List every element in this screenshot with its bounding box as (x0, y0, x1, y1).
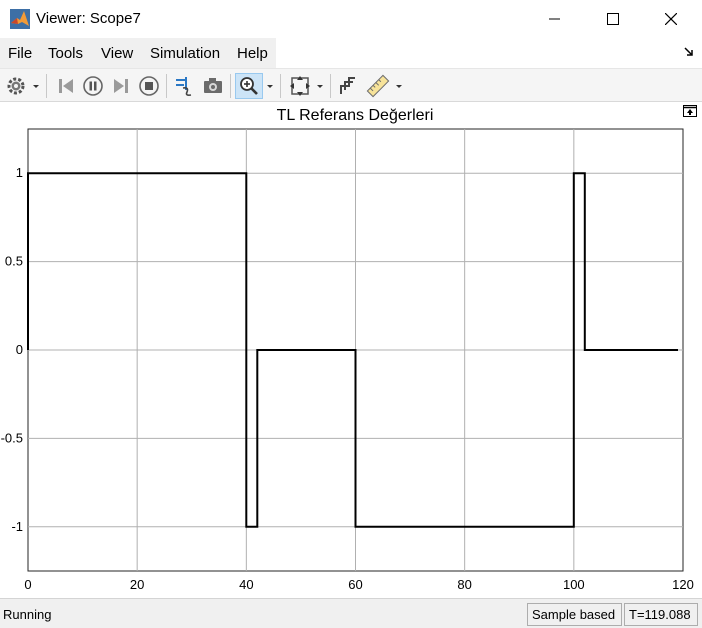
simulation-time: T=119.088 (624, 603, 698, 626)
configuration-button[interactable] (4, 73, 28, 99)
menu-help[interactable]: Help (237, 45, 268, 62)
highlight-block-button[interactable] (173, 73, 197, 99)
x-tick-label: 20 (130, 577, 144, 592)
x-tick-label: 0 (24, 577, 31, 592)
minimize-button[interactable] (532, 0, 578, 38)
toolbar (0, 68, 702, 102)
undock-arrow-icon[interactable] (684, 47, 694, 57)
y-tick-label: 0.5 (5, 254, 23, 269)
signal-trace (27, 172, 678, 528)
step-back-icon (59, 79, 73, 93)
step-forward-button[interactable] (109, 73, 133, 99)
status-bar: Running Sample based T=119.088 (0, 598, 702, 628)
x-tick-label: 60 (348, 577, 362, 592)
scale-dropdown[interactable] (314, 73, 326, 99)
x-tick-label: 80 (457, 577, 471, 592)
window-title: Viewer: Scope7 (36, 10, 141, 27)
maximize-button[interactable] (590, 0, 636, 38)
menu-bar: File Tools View Simulation Help (0, 38, 702, 68)
menu-view[interactable]: View (101, 45, 134, 62)
x-tick-label: 40 (239, 577, 253, 592)
toolbar-separator (230, 74, 231, 98)
stop-button[interactable] (137, 73, 161, 99)
step-back-button[interactable] (54, 73, 78, 99)
dropdown-arrow-icon (396, 85, 402, 88)
pause-icon (83, 76, 103, 96)
restore-layout-icon[interactable] (683, 105, 697, 117)
minimize-icon (549, 18, 560, 20)
snapshot-button[interactable] (201, 73, 225, 99)
gear-icon (7, 77, 25, 95)
y-tick-label: 1 (16, 165, 23, 180)
measurements-dropdown[interactable] (393, 73, 405, 99)
zoom-dropdown[interactable] (264, 73, 276, 99)
zoom-in-icon (240, 77, 258, 95)
y-tick-label: 0 (16, 342, 23, 357)
scope-chart[interactable]: 0 20 40 60 80 100 120 1 0.5 0 -0.5 -1 (0, 102, 702, 598)
step-forward-icon (114, 79, 128, 93)
camera-icon (204, 78, 222, 93)
toolbar-separator (280, 74, 281, 98)
y-tick-label: -1 (11, 519, 23, 534)
menu-simulation[interactable]: Simulation (150, 45, 221, 62)
scale-axes-icon (290, 76, 310, 96)
dropdown-arrow-icon (267, 85, 273, 88)
highlight-block-icon (176, 77, 192, 96)
maximize-icon (607, 13, 619, 25)
menu-tools[interactable]: Tools (48, 45, 84, 62)
measurement-ruler-icon (366, 74, 390, 98)
menu-background (0, 38, 276, 68)
toolbar-separator (166, 74, 167, 98)
close-icon (665, 13, 677, 25)
menu-file[interactable]: File (8, 45, 33, 62)
simulation-state: Running (3, 607, 52, 622)
toolbar-separator (46, 74, 47, 98)
signal-select-button[interactable] (336, 73, 360, 99)
sampling-mode: Sample based (527, 603, 622, 626)
scale-axes-button[interactable] (288, 73, 312, 99)
zoom-in-button[interactable] (235, 73, 263, 99)
matlab-logo-icon (10, 9, 30, 29)
pause-button[interactable] (81, 73, 105, 99)
plot-title: TL Referans Değerleri (276, 107, 434, 124)
toolbar-separator (330, 74, 331, 98)
y-tick-label: -0.5 (1, 430, 23, 445)
x-tick-label: 100 (563, 577, 585, 592)
signal-select-icon (340, 77, 355, 94)
scope-plot-panel: TL Referans Değerleri 0 20 40 60 80 100 120 1 0.… (0, 102, 702, 598)
dropdown-arrow-icon (33, 85, 39, 88)
configuration-dropdown[interactable] (30, 73, 42, 99)
close-button[interactable] (648, 0, 694, 38)
dropdown-arrow-icon (317, 85, 323, 88)
title-bar: Viewer: Scope7 (0, 0, 702, 38)
x-tick-label: 120 (672, 577, 694, 592)
stop-icon (139, 76, 159, 96)
measurements-button[interactable] (364, 73, 392, 99)
